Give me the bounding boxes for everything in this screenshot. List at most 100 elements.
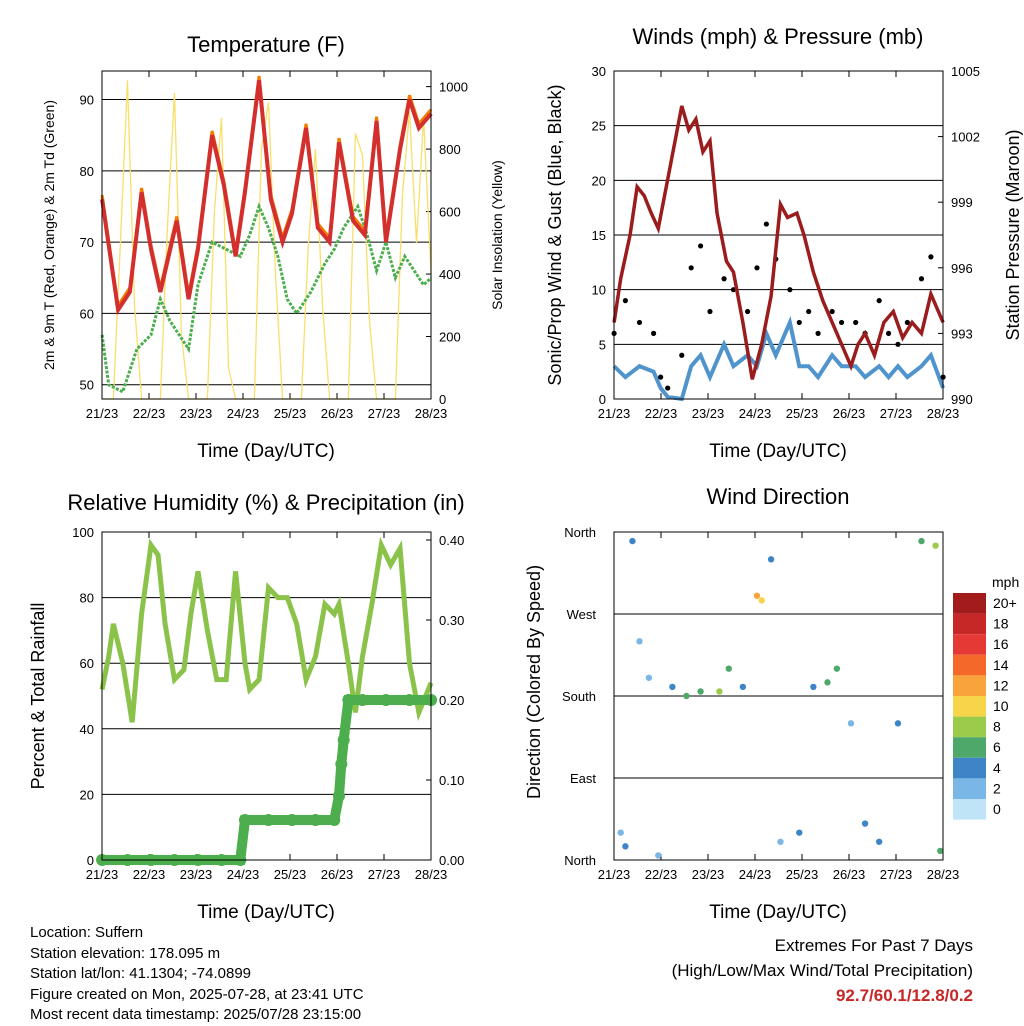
x-tick-label: 26/23 bbox=[321, 867, 354, 882]
direction-point bbox=[847, 720, 855, 727]
gust-point bbox=[665, 385, 671, 391]
y-tick-label: 5 bbox=[599, 337, 606, 352]
direction-point bbox=[894, 720, 902, 727]
x-tick-label: 27/23 bbox=[880, 867, 913, 882]
y-tick-label: 30 bbox=[592, 64, 606, 79]
y-tick-label: West bbox=[567, 607, 597, 622]
x-tick-label: 25/23 bbox=[274, 406, 307, 421]
legend-swatch bbox=[953, 675, 986, 696]
x-tick-label: 21/23 bbox=[86, 867, 119, 882]
x-tick-label: 28/23 bbox=[927, 406, 960, 421]
direction-point bbox=[777, 838, 784, 845]
x-tick-label: 24/23 bbox=[227, 406, 260, 421]
x-tick-label: 22/23 bbox=[645, 406, 678, 421]
gust-point bbox=[895, 341, 901, 347]
x-tick-label: 27/23 bbox=[368, 867, 401, 882]
direction-point bbox=[932, 542, 939, 549]
y-tick-label: 0 bbox=[599, 392, 606, 407]
x-tick-label: 23/23 bbox=[692, 406, 725, 421]
gust-point bbox=[838, 319, 845, 326]
gust-point bbox=[636, 319, 643, 326]
temperature-panel: Temperature (F) 21/23 22/23 23/23 24/23 25/2… bbox=[41, 32, 505, 462]
legend-swatch bbox=[953, 799, 986, 820]
direction-point bbox=[758, 597, 765, 604]
x-tick-label: 23/23 bbox=[692, 867, 725, 882]
temperature-frame bbox=[101, 70, 432, 400]
y-tick-label-right: 0 bbox=[439, 392, 446, 407]
humidity-panel: Relative Humidity (%) & Precipitation (i… bbox=[28, 490, 465, 923]
gust-point bbox=[796, 319, 802, 326]
y-tick-label: 50 bbox=[80, 378, 94, 393]
legend-swatch bbox=[953, 613, 986, 635]
y-tick-label: 70 bbox=[80, 235, 94, 250]
y-tick-label: 60 bbox=[80, 656, 94, 671]
legend-label: 0 bbox=[993, 801, 1001, 817]
y-tick-label: 0 bbox=[87, 853, 94, 868]
x-tick-label: 27/23 bbox=[368, 406, 401, 421]
y-tick-label: 100 bbox=[72, 525, 94, 540]
station-elevation: Station elevation: 178.095 m bbox=[30, 944, 221, 962]
direction-point bbox=[669, 683, 676, 691]
legend-label: 18 bbox=[993, 616, 1009, 632]
pressure-series-line bbox=[612, 105, 945, 380]
wind-direction-grid: 21/23 22/23 23/23 24/23 25/23 26/23 27/23 28/23… bbox=[562, 525, 959, 882]
gust-point bbox=[763, 221, 769, 227]
wind-direction-title: Wind Direction bbox=[706, 484, 849, 509]
dewpoint-series-line bbox=[100, 202, 433, 394]
y-tick-label-right: 0.10 bbox=[439, 773, 464, 788]
y-tick-label: 20 bbox=[592, 173, 606, 188]
y-tick-label-right: 0.20 bbox=[439, 693, 464, 708]
legend-label: 20+ bbox=[993, 595, 1017, 611]
x-tick-label: 26/23 bbox=[321, 406, 354, 421]
station-info: Location: Suffern Station elevation: 178… bbox=[30, 923, 364, 1026]
y-tick-label-right: 1005 bbox=[951, 64, 980, 79]
direction-point bbox=[875, 838, 883, 845]
legend-label: 16 bbox=[993, 636, 1009, 652]
x-tick-label: 22/23 bbox=[133, 406, 166, 421]
humidity-frame bbox=[101, 531, 432, 861]
direction-point bbox=[629, 537, 636, 545]
temperature-title: Temperature (F) bbox=[187, 32, 345, 57]
x-tick-label: 24/23 bbox=[227, 867, 260, 882]
x-tick-label: 21/23 bbox=[598, 406, 631, 421]
direction-point bbox=[824, 679, 831, 686]
x-tick-label: 24/23 bbox=[739, 406, 772, 421]
wind-direction-ylabel: Direction (Colored By Speed) bbox=[524, 565, 544, 799]
gust-point bbox=[658, 374, 664, 380]
precip-series-line bbox=[102, 695, 432, 865]
gust-point bbox=[806, 308, 812, 315]
temperature-xlabel: Time (Day/UTC) bbox=[197, 441, 335, 462]
x-tick-label: 28/23 bbox=[415, 406, 448, 421]
humidity-ylabel: Percent & Total Rainfall bbox=[28, 603, 48, 790]
direction-point bbox=[697, 688, 704, 695]
wind-speed-legend: mph 20+ 18 16 14 12 10 8 6 4 2 0 bbox=[953, 574, 1019, 820]
y-tick-label-right: 1002 bbox=[951, 130, 980, 145]
y-tick-label: 40 bbox=[80, 722, 94, 737]
x-tick-label: 28/23 bbox=[927, 867, 960, 882]
gust-point bbox=[622, 298, 628, 304]
gust-point bbox=[928, 254, 934, 260]
x-tick-label: 25/23 bbox=[786, 406, 819, 421]
legend-swatch bbox=[953, 737, 986, 758]
x-tick-label: 23/23 bbox=[180, 406, 213, 421]
y-tick-label: 10 bbox=[592, 283, 606, 298]
y-tick-label-right: 0.00 bbox=[439, 853, 464, 868]
gust-point bbox=[787, 287, 793, 293]
y-tick-label-right: 800 bbox=[439, 142, 461, 157]
y-tick-label-right: 200 bbox=[439, 330, 461, 345]
y-tick-label: 25 bbox=[592, 119, 606, 134]
direction-point bbox=[833, 665, 841, 672]
wind-direction-frame bbox=[613, 531, 944, 861]
winds-xlabel: Time (Day/UTC) bbox=[709, 441, 847, 462]
gust-point bbox=[885, 330, 892, 336]
direction-point bbox=[683, 692, 690, 700]
gust-point bbox=[904, 319, 910, 326]
temperature-ylabel-right: Solar Insolation (Yellow) bbox=[489, 160, 505, 310]
winds-ylabel-right: Station Pressure (Maroon) bbox=[1003, 129, 1023, 340]
humidity-plot bbox=[96, 536, 438, 866]
gust-point bbox=[829, 308, 835, 315]
wind-direction-xlabel: Time (Day/UTC) bbox=[709, 902, 847, 923]
direction-point bbox=[753, 592, 761, 599]
gust-point bbox=[707, 308, 713, 315]
winds-ylabel: Sonic/Prop Wind & Gust (Blue, Black) bbox=[545, 84, 565, 385]
